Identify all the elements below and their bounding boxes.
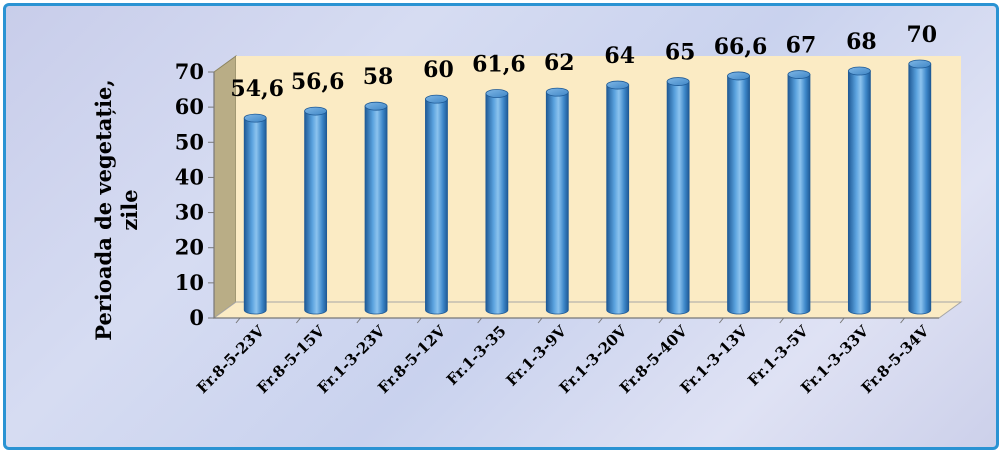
- y-tick-label: 50: [175, 129, 204, 154]
- bar-top: [908, 59, 932, 69]
- bar: [847, 66, 871, 315]
- y-axis-ticks: 0 10 20 30 40 50 60 70: [175, 59, 214, 330]
- bar-body: [787, 74, 811, 315]
- bar-top: [485, 89, 509, 98]
- bar-top: [545, 87, 569, 97]
- bar: [545, 87, 569, 315]
- bar-body: [485, 93, 509, 315]
- y-tick-label: 70: [175, 59, 204, 84]
- y-tick-label: 60: [175, 94, 204, 119]
- bar-top: [787, 70, 811, 79]
- y-tick-label: 30: [175, 200, 204, 225]
- bar-body: [243, 117, 267, 315]
- bar-body: [666, 81, 690, 315]
- bar-body: [304, 110, 328, 315]
- x-tick-mark: [658, 317, 664, 324]
- y-axis-title-line2: zile: [117, 189, 142, 230]
- bar-body: [364, 105, 388, 315]
- bar-top: [727, 71, 750, 81]
- x-tick-mark: [779, 317, 785, 324]
- y-tick-label: 10: [175, 270, 204, 295]
- data-label: 66,6: [714, 34, 768, 60]
- x-tick-mark: [416, 317, 422, 324]
- bar: [727, 71, 750, 315]
- data-label: 61,6: [472, 52, 526, 78]
- bar: [787, 70, 811, 315]
- back-wall: [236, 56, 961, 302]
- bar-body: [727, 75, 750, 315]
- data-label: 54,6: [230, 76, 284, 102]
- data-label: 65: [665, 40, 696, 66]
- bar-chart: 0 10 20 30 40 50 60 70 54,6 56,6 58 60 61,6 62 64 65 66…: [91, 22, 963, 397]
- data-label: 68: [846, 29, 877, 55]
- bar: [606, 80, 630, 315]
- bar-top: [847, 66, 871, 76]
- y-axis-title-line1: Perioada de vegetație,: [91, 79, 116, 340]
- y-tick-label: 0: [189, 305, 204, 330]
- bar-body: [606, 84, 630, 315]
- x-tick-mark: [235, 317, 241, 324]
- bar-body: [425, 98, 448, 315]
- x-tick-mark: [356, 317, 362, 324]
- data-labels: 54,6 56,6 58 60 61,6 62 64 65 66,6 67 68 70: [230, 22, 937, 102]
- chart-frame: 0 10 20 30 40 50 60 70 54,6 56,6 58 60 61,6 62 64 65 66…: [3, 3, 999, 450]
- bar-top: [304, 106, 328, 116]
- bar-top: [666, 77, 690, 86]
- bar: [243, 113, 267, 315]
- bar-body: [847, 70, 871, 315]
- data-label: 58: [363, 64, 394, 90]
- data-label: 70: [906, 22, 937, 48]
- bar: [485, 89, 509, 315]
- data-label: 60: [423, 57, 454, 83]
- x-tick-mark: [598, 317, 603, 324]
- bar: [425, 94, 448, 315]
- x-tick-mark: [296, 317, 301, 324]
- bar: [304, 106, 328, 315]
- bar-top: [243, 113, 267, 123]
- chart-walls: [212, 55, 963, 319]
- bar-top: [425, 94, 448, 104]
- bar: [364, 101, 388, 315]
- bar: [908, 59, 932, 315]
- x-axis-labels: Fr.8-5-23VFr.8-5-15VFr.1-3-23VFr.8-5-12V…: [193, 317, 933, 397]
- bar-top: [606, 80, 630, 90]
- data-label: 64: [604, 43, 635, 69]
- bar-top: [364, 101, 388, 111]
- bar: [666, 77, 690, 315]
- data-label: 62: [544, 50, 575, 76]
- bars: [243, 59, 932, 315]
- x-tick-mark: [537, 317, 543, 324]
- y-tick-label: 20: [175, 235, 204, 260]
- bar-body: [545, 91, 569, 315]
- x-tick-mark: [900, 317, 905, 324]
- data-label: 56,6: [291, 69, 345, 95]
- y-tick-label: 40: [175, 164, 204, 189]
- bar-body: [908, 63, 932, 315]
- x-tick-mark: [718, 317, 724, 324]
- x-tick-mark: [477, 317, 483, 324]
- x-tick-mark: [839, 317, 845, 324]
- data-label: 67: [786, 33, 817, 59]
- x-tick-label: Fr.1-3-35: [443, 322, 510, 389]
